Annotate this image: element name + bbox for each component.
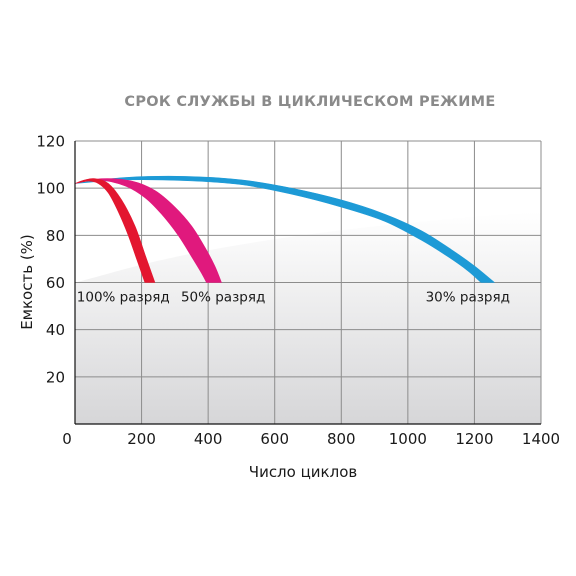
series-band-50- xyxy=(74,178,222,283)
series-band-30- xyxy=(74,175,495,283)
series-annotation: 30% разряд xyxy=(426,290,510,306)
x-tick-label: 1000 xyxy=(389,430,427,448)
x-axis-label: Число циклов xyxy=(249,463,357,481)
y-axis-label: Емкость (%) xyxy=(18,234,36,330)
y-tick-label: 20 xyxy=(46,368,65,386)
series-annotation: 50% разряд xyxy=(181,290,265,306)
series-annotations: 100% разряд 50% разряд 30% разряд xyxy=(77,290,510,306)
plot-background-gradient xyxy=(75,211,541,424)
series-layer xyxy=(74,175,495,283)
grid xyxy=(75,140,542,424)
series-band-100- xyxy=(74,178,156,283)
y-tick-labels: 20 40 60 80 100 120 xyxy=(36,133,65,387)
x-tick-label: 1400 xyxy=(522,430,560,448)
y-tick-label: 120 xyxy=(36,133,65,151)
y-tick-label: 80 xyxy=(46,227,65,245)
y-tick-label: 100 xyxy=(36,180,65,198)
axes xyxy=(74,141,541,425)
x-tick-label: 600 xyxy=(260,430,289,448)
series-annotation: 100% разряд xyxy=(77,290,170,306)
x-tick-label: 200 xyxy=(127,430,156,448)
y-tick-label: 40 xyxy=(46,321,65,339)
chart-title: СРОК СЛУЖБЫ В ЦИКЛИЧЕСКОМ РЕЖИМЕ xyxy=(124,94,495,110)
x-tick-labels: 0 200 400 600 800 1000 1200 1400 xyxy=(62,430,560,448)
x-tick-label: 0 xyxy=(62,430,72,448)
x-tick-label: 800 xyxy=(327,430,356,448)
x-tick-label: 1200 xyxy=(455,430,493,448)
y-tick-label: 60 xyxy=(46,274,65,292)
x-tick-label: 400 xyxy=(194,430,223,448)
